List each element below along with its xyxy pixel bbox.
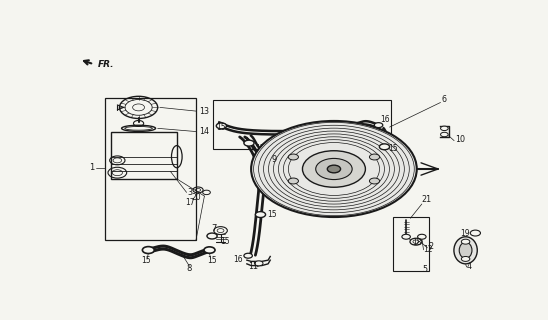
Circle shape [410,238,422,245]
Text: 16: 16 [381,115,390,124]
Ellipse shape [454,237,477,264]
Text: 19: 19 [460,229,470,238]
Circle shape [204,247,215,253]
Circle shape [418,234,426,239]
Circle shape [441,132,448,137]
Circle shape [216,123,226,129]
Circle shape [441,126,448,131]
Circle shape [288,178,299,184]
Text: 8: 8 [187,264,192,273]
Text: 12: 12 [424,244,433,253]
Text: FR.: FR. [98,60,114,68]
Bar [111,132,177,179]
Bar [213,100,391,149]
Circle shape [461,256,470,261]
Text: 10: 10 [455,135,465,144]
Text: 17: 17 [185,198,195,207]
Text: 13: 13 [199,107,209,116]
Text: 7: 7 [212,224,217,233]
Text: 3: 3 [187,188,192,197]
Circle shape [142,247,155,253]
Circle shape [379,144,390,150]
Text: 11: 11 [248,262,258,271]
Circle shape [244,140,254,146]
Circle shape [316,158,352,180]
Circle shape [254,261,263,266]
Text: 15: 15 [141,256,151,265]
Text: 4: 4 [467,262,472,271]
Text: 14: 14 [199,127,209,136]
Text: 20: 20 [191,193,201,202]
Bar [393,217,430,271]
Circle shape [369,178,380,184]
Circle shape [327,165,340,173]
Text: 1: 1 [89,163,95,172]
Text: 15: 15 [207,256,217,265]
Circle shape [251,121,417,217]
Circle shape [207,233,217,239]
Text: 5: 5 [423,265,428,274]
Text: 6: 6 [441,95,447,104]
Text: 15: 15 [267,210,277,219]
Text: 9: 9 [271,155,277,164]
Text: 2: 2 [429,242,434,251]
Circle shape [288,154,299,160]
Text: 15: 15 [388,143,397,153]
Circle shape [369,154,380,160]
Circle shape [470,230,481,236]
Text: 15: 15 [255,144,265,153]
Text: 16: 16 [233,255,243,264]
Ellipse shape [459,242,472,258]
Circle shape [244,253,253,258]
Text: 18: 18 [413,238,422,247]
Circle shape [402,234,410,239]
Circle shape [461,239,470,244]
Circle shape [374,123,383,128]
Text: 15: 15 [220,237,230,246]
Bar [105,98,196,240]
Text: 15: 15 [216,123,225,132]
Circle shape [255,212,266,218]
Circle shape [214,227,227,235]
Text: 21: 21 [422,195,432,204]
Circle shape [302,151,366,187]
